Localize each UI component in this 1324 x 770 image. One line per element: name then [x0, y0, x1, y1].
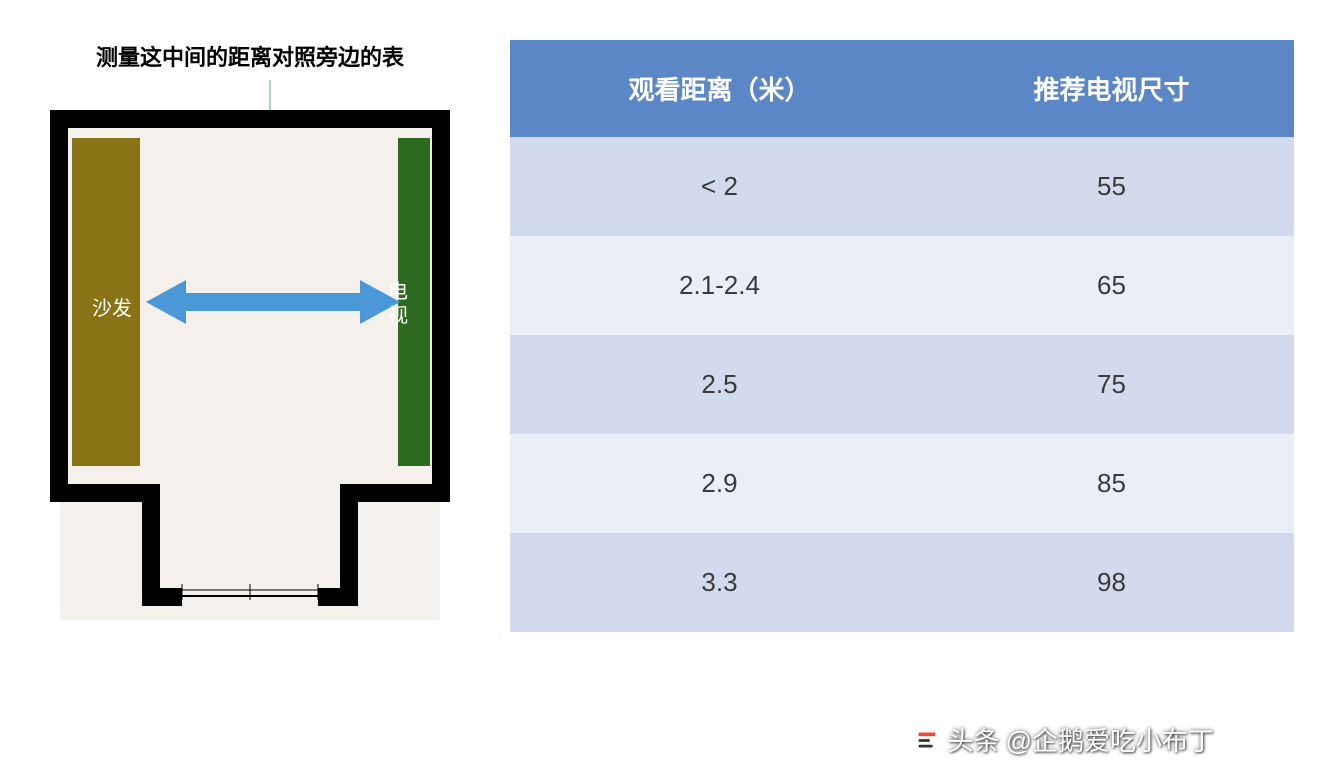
cell-size: 75	[929, 335, 1294, 434]
cell-distance: 3.3	[510, 533, 929, 632]
cell-distance: 2.9	[510, 434, 929, 533]
table-row: 2.985	[510, 434, 1294, 533]
wall-top	[50, 110, 450, 128]
table-row: 2.575	[510, 335, 1294, 434]
watermark-prefix: 头条	[948, 721, 1000, 758]
wall-right	[432, 110, 450, 500]
cell-size: 65	[929, 236, 1294, 335]
tv-size-table: 观看距离（米） 推荐电视尺寸 < 2552.1-2.4652.5752.9853…	[510, 40, 1294, 632]
table-row: 2.1-2.465	[510, 236, 1294, 335]
cell-distance: 2.5	[510, 335, 929, 434]
table-row: < 255	[510, 137, 1294, 236]
wall-br-foot	[318, 588, 358, 606]
watermark-text: @企鹅爱吃小布丁	[1006, 721, 1214, 758]
col-size: 推荐电视尺寸	[929, 40, 1294, 137]
tv-label: 电视	[384, 280, 412, 328]
cell-distance: 2.1-2.4	[510, 236, 929, 335]
cell-distance: < 2	[510, 137, 929, 236]
table-header-row: 观看距离（米） 推荐电视尺寸	[510, 40, 1294, 137]
cell-size: 55	[929, 137, 1294, 236]
wall-left	[50, 110, 68, 500]
table-panel: 观看距离（米） 推荐电视尺寸 < 2552.1-2.4652.5752.9853…	[510, 40, 1294, 730]
col-distance: 观看距离（米）	[510, 40, 929, 137]
diagram-title: 测量这中间的距离对照旁边的表	[96, 40, 404, 72]
cell-size: 98	[929, 533, 1294, 632]
diagram-panel: 测量这中间的距离对照旁边的表	[30, 40, 470, 730]
floorplan: 沙发 电视	[30, 80, 470, 640]
wall-bl-v	[142, 484, 160, 604]
watermark: 头条 @企鹅爱吃小布丁	[912, 721, 1214, 758]
wall-br-v	[340, 484, 358, 604]
wall-bl-foot	[142, 588, 182, 606]
cell-size: 85	[929, 434, 1294, 533]
toutiao-icon	[912, 725, 942, 755]
table-row: 3.398	[510, 533, 1294, 632]
floorplan-svg	[30, 80, 470, 640]
sofa-label: 沙发	[88, 292, 136, 321]
